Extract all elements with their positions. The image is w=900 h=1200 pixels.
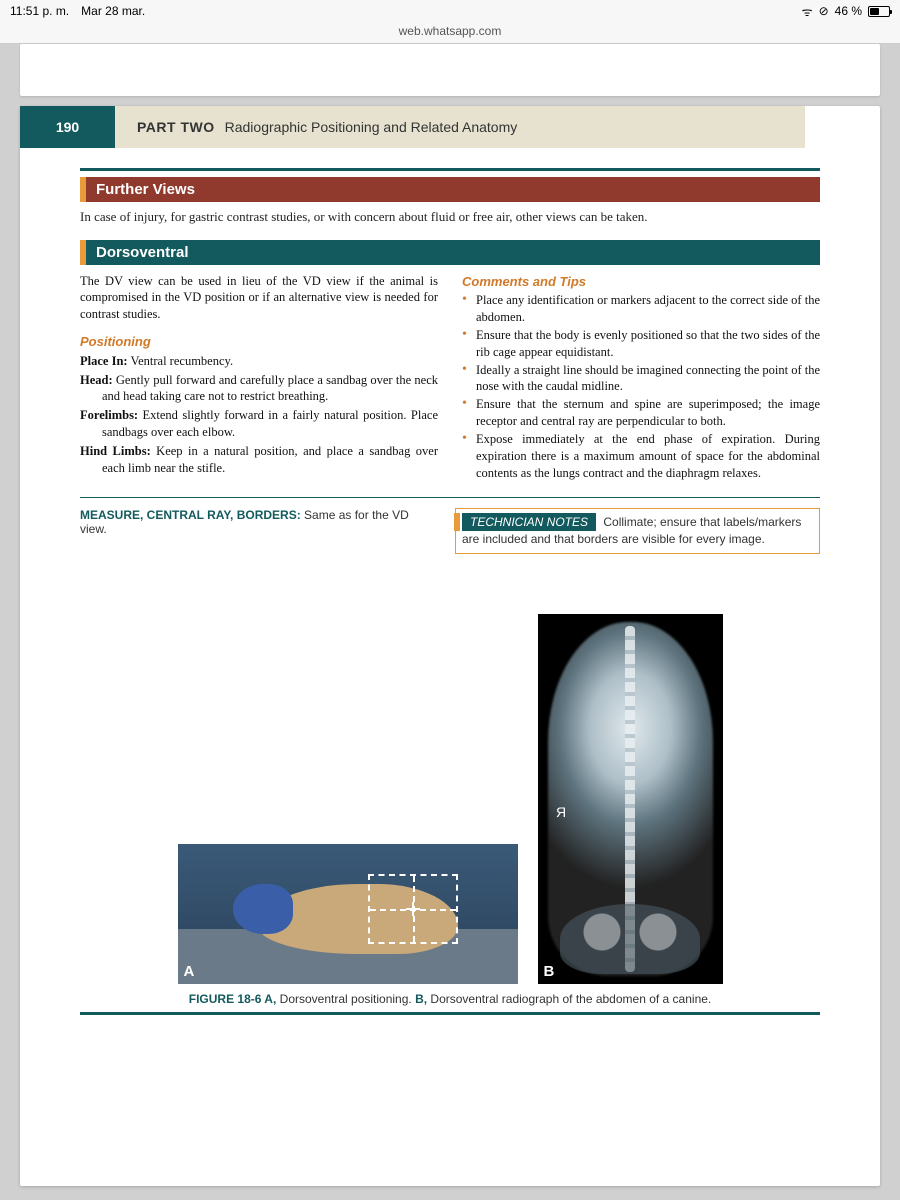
pos-place-in: Place In: Ventral recumbency. xyxy=(80,353,438,370)
status-time: 11:51 p. m. xyxy=(10,4,69,18)
further-views-banner: Further Views xyxy=(80,177,820,202)
tip-item: Ideally a straight line should be imagin… xyxy=(462,362,820,396)
previous-page-sliver xyxy=(20,44,880,96)
technician-notes-box: TECHNICIAN NOTES Collimate; ensure that … xyxy=(455,508,820,554)
pos-hind: Hind Limbs: Keep in a natural position, … xyxy=(80,443,438,477)
figure-b-label: B xyxy=(544,963,555,980)
pos-forelimbs: Forelimbs: Extend slightly forward in a … xyxy=(80,407,438,441)
part-title: PART TWO Radiographic Positioning and Re… xyxy=(115,106,805,148)
dv-intro: The DV view can be used in lieu of the V… xyxy=(80,273,438,324)
figure-a-photo: A xyxy=(178,844,518,984)
tip-item: Expose immediately at the end phase of e… xyxy=(462,431,820,482)
part-label: PART TWO xyxy=(137,119,215,135)
figure-caption: FIGURE 18-6 A, Dorsoventral positioning.… xyxy=(80,992,820,1006)
part-title-text: Radiographic Positioning and Related Ana… xyxy=(225,119,518,135)
rule-top xyxy=(80,168,820,171)
tip-item: Place any identification or markers adja… xyxy=(462,292,820,326)
tips-list: Place any identification or markers adja… xyxy=(462,292,820,482)
right-column: Comments and Tips Place any identificati… xyxy=(462,273,820,483)
status-bar: 11:51 p. m. Mar 28 mar. ᯤ ⊘ 46 % xyxy=(0,0,900,22)
dorsoventral-banner: Dorsoventral xyxy=(80,240,820,265)
positioning-heading: Positioning xyxy=(80,333,438,351)
page-number: 190 xyxy=(20,106,115,148)
page-header: 190 PART TWO Radiographic Positioning an… xyxy=(20,106,880,148)
status-date: Mar 28 mar. xyxy=(81,4,145,18)
browser-url: web.whatsapp.com xyxy=(0,22,900,44)
comments-heading: Comments and Tips xyxy=(462,273,820,291)
measure-text: MEASURE, CENTRAL RAY, BORDERS: Same as f… xyxy=(80,508,431,554)
tip-item: Ensure that the sternum and spine are su… xyxy=(462,396,820,430)
battery-icon xyxy=(868,6,890,17)
bottom-rule xyxy=(80,1012,820,1015)
figures-row: A R B xyxy=(80,614,820,984)
intro-text: In case of injury, for gastric contrast … xyxy=(80,208,820,226)
orientation-lock-icon: ⊘ xyxy=(819,4,829,18)
technician-notes-label: TECHNICIAN NOTES xyxy=(462,513,596,531)
tip-item: Ensure that the body is evenly positione… xyxy=(462,327,820,361)
figure-b-radiograph: R B xyxy=(538,614,723,984)
pos-head: Head: Gently pull forward and carefully … xyxy=(80,372,438,406)
left-column: The DV view can be used in lieu of the V… xyxy=(80,273,438,483)
battery-percent: 46 % xyxy=(835,4,862,18)
thin-rule xyxy=(80,497,820,498)
wifi-icon: ᯤ xyxy=(802,3,813,20)
r-marker: R xyxy=(556,804,566,820)
textbook-page: 190 PART TWO Radiographic Positioning an… xyxy=(20,106,880,1186)
figure-a-label: A xyxy=(184,963,195,980)
